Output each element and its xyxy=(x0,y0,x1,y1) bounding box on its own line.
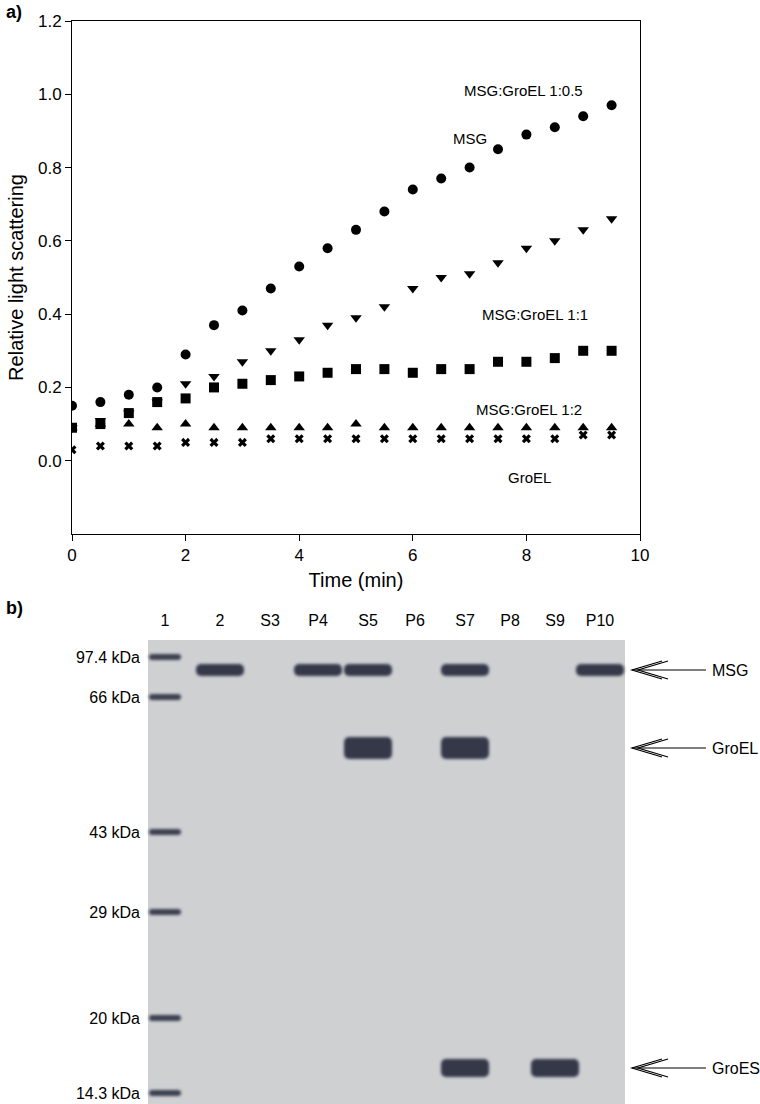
svg-text:8: 8 xyxy=(522,546,531,565)
svg-text:6: 6 xyxy=(408,546,417,565)
svg-text:MSG: MSG xyxy=(453,130,487,147)
svg-text:4: 4 xyxy=(294,546,303,565)
svg-text:14.3 kDa: 14.3 kDa xyxy=(76,1085,140,1102)
svg-text:P4: P4 xyxy=(308,612,328,629)
svg-text:2: 2 xyxy=(181,546,190,565)
svg-text:0.6: 0.6 xyxy=(38,232,62,251)
svg-text:1: 1 xyxy=(161,612,170,629)
svg-text:S9: S9 xyxy=(545,612,565,629)
svg-text:1.2: 1.2 xyxy=(38,12,62,31)
svg-text:MSG:GroEL 1:1: MSG:GroEL 1:1 xyxy=(482,306,588,323)
svg-text:0: 0 xyxy=(67,546,76,565)
svg-text:S7: S7 xyxy=(455,612,475,629)
svg-text:S5: S5 xyxy=(358,612,378,629)
html-text:b): b) xyxy=(6,598,23,618)
svg-text:MSG:GroEL 1:2: MSG:GroEL 1:2 xyxy=(476,401,582,418)
svg-text:43 kDa: 43 kDa xyxy=(89,824,140,841)
svg-text:0.8: 0.8 xyxy=(38,159,62,178)
svg-text:2: 2 xyxy=(216,612,225,629)
svg-text:66 kDa: 66 kDa xyxy=(89,689,140,706)
svg-text:Relative light scattering: Relative light scattering xyxy=(5,174,27,381)
svg-text:MSG:GroEL 1:0.5: MSG:GroEL 1:0.5 xyxy=(464,82,583,99)
svg-text:MSG: MSG xyxy=(712,662,748,679)
svg-text:1.0: 1.0 xyxy=(38,85,62,104)
svg-text:GroEL: GroEL xyxy=(508,469,551,486)
svg-text:P10: P10 xyxy=(586,612,615,629)
svg-text:P6: P6 xyxy=(405,612,425,629)
svg-text:10: 10 xyxy=(631,546,650,565)
svg-text:GroEL: GroEL xyxy=(712,740,758,757)
svg-text:Time (min): Time (min) xyxy=(309,569,404,591)
svg-text:29 kDa: 29 kDa xyxy=(89,904,140,921)
svg-text:97.4 kDa: 97.4 kDa xyxy=(76,649,140,666)
svg-text:0.2: 0.2 xyxy=(38,378,62,397)
svg-text:20 kDa: 20 kDa xyxy=(89,1010,140,1027)
svg-text:0.4: 0.4 xyxy=(38,305,62,324)
svg-text:S3: S3 xyxy=(260,612,280,629)
svg-text:P8: P8 xyxy=(500,612,520,629)
html-text:a): a) xyxy=(6,2,22,22)
svg-text:GroES: GroES xyxy=(712,1060,760,1077)
svg-text:0.0: 0.0 xyxy=(38,452,62,471)
